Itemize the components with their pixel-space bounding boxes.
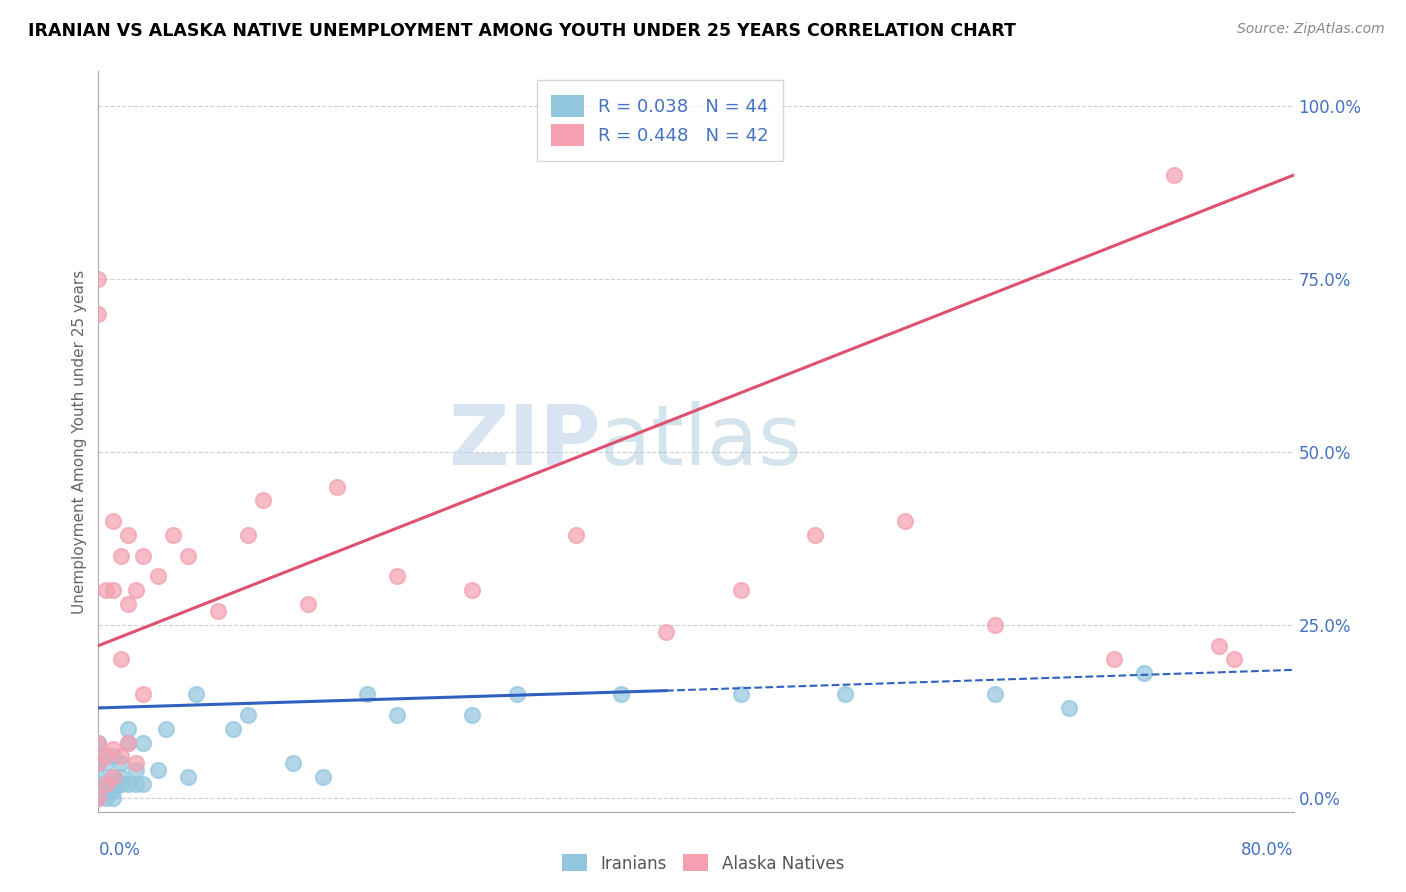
Point: [117, 777, 139, 791]
Point: [311, 770, 333, 784]
Point: [87, 770, 110, 784]
Point: [894, 514, 917, 528]
Point: [110, 652, 132, 666]
Point: [103, 514, 125, 528]
Point: [87, 735, 110, 749]
Point: [1223, 652, 1246, 666]
Text: 0.0%: 0.0%: [98, 841, 141, 859]
Point: [87, 306, 110, 320]
Point: [281, 756, 304, 771]
Point: [103, 749, 125, 764]
Point: [125, 583, 148, 598]
Point: [461, 707, 484, 722]
Point: [87, 749, 110, 764]
Point: [1208, 639, 1230, 653]
Point: [125, 763, 148, 777]
Point: [117, 722, 139, 736]
Point: [103, 784, 125, 798]
Point: [506, 687, 529, 701]
Point: [94, 583, 117, 598]
Point: [356, 687, 378, 701]
Point: [655, 624, 678, 639]
Point: [94, 777, 117, 791]
Point: [87, 735, 110, 749]
Point: [252, 493, 274, 508]
Point: [297, 597, 319, 611]
Point: [117, 597, 139, 611]
Point: [94, 756, 117, 771]
Point: [177, 549, 200, 563]
Point: [565, 528, 588, 542]
Point: [117, 528, 139, 542]
Legend: Iranians, Alaska Natives: Iranians, Alaska Natives: [555, 847, 851, 880]
Point: [236, 707, 259, 722]
Point: [804, 528, 827, 542]
Text: atlas: atlas: [600, 401, 801, 482]
Point: [87, 790, 110, 805]
Point: [110, 749, 132, 764]
Point: [110, 770, 132, 784]
Point: [207, 604, 229, 618]
Point: [984, 618, 1007, 632]
Point: [155, 722, 177, 736]
Point: [148, 763, 170, 777]
Point: [125, 777, 148, 791]
Point: [162, 528, 184, 542]
Point: [110, 756, 132, 771]
Y-axis label: Unemployment Among Youth under 25 years: Unemployment Among Youth under 25 years: [72, 269, 87, 614]
Text: IRANIAN VS ALASKA NATIVE UNEMPLOYMENT AMONG YOUTH UNDER 25 YEARS CORRELATION CHA: IRANIAN VS ALASKA NATIVE UNEMPLOYMENT AM…: [28, 22, 1017, 40]
Point: [94, 784, 117, 798]
Point: [148, 569, 170, 583]
Point: [87, 756, 110, 771]
Point: [87, 756, 110, 771]
Point: [1059, 701, 1081, 715]
Point: [834, 687, 856, 701]
Point: [385, 707, 409, 722]
Point: [94, 790, 117, 805]
Point: [610, 687, 633, 701]
Point: [117, 735, 139, 749]
Point: [103, 742, 125, 756]
Point: [222, 722, 245, 736]
Point: [103, 777, 125, 791]
Point: [184, 687, 207, 701]
Point: [87, 790, 110, 805]
Point: [110, 777, 132, 791]
Text: ZIP: ZIP: [449, 401, 600, 482]
Point: [1163, 168, 1185, 182]
Point: [125, 756, 148, 771]
Point: [326, 479, 349, 493]
Point: [132, 549, 155, 563]
Text: 80.0%: 80.0%: [1241, 841, 1294, 859]
Point: [177, 770, 200, 784]
Point: [94, 777, 117, 791]
Point: [461, 583, 484, 598]
Point: [1133, 666, 1156, 681]
Point: [132, 777, 155, 791]
Point: [103, 770, 125, 784]
Point: [87, 777, 110, 791]
Point: [87, 272, 110, 286]
Point: [236, 528, 259, 542]
Point: [385, 569, 409, 583]
Point: [1104, 652, 1126, 666]
Point: [103, 790, 125, 805]
Point: [984, 687, 1007, 701]
Point: [132, 735, 155, 749]
Point: [730, 687, 752, 701]
Point: [117, 735, 139, 749]
Point: [87, 790, 110, 805]
Point: [103, 770, 125, 784]
Text: Source: ZipAtlas.com: Source: ZipAtlas.com: [1237, 22, 1385, 37]
Point: [730, 583, 752, 598]
Point: [94, 749, 117, 764]
Point: [110, 549, 132, 563]
Point: [103, 583, 125, 598]
Point: [132, 687, 155, 701]
Legend: R = 0.038   N = 44, R = 0.448   N = 42: R = 0.038 N = 44, R = 0.448 N = 42: [537, 80, 783, 161]
